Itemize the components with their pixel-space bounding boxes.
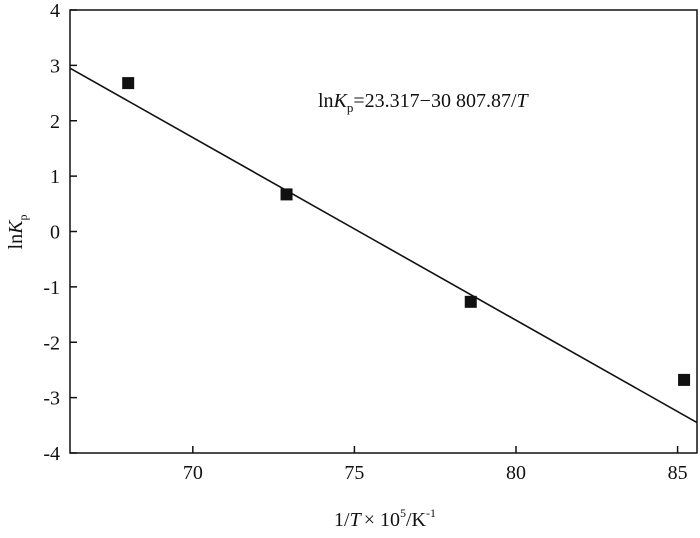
- x-axis-label: 1/T × 105/K-1: [334, 506, 436, 531]
- y-tick-label: -3: [43, 388, 60, 410]
- y-tick-label: 3: [50, 55, 60, 77]
- x-tick-label: 85: [668, 462, 688, 484]
- y-tick-label: -4: [43, 443, 60, 465]
- x-tick-label: 75: [344, 462, 364, 484]
- point: [464, 295, 477, 308]
- x-tick-label: 70: [183, 462, 203, 484]
- y-tick-label: 4: [50, 0, 60, 22]
- point: [280, 188, 293, 201]
- plot-frame: [69, 9, 698, 454]
- y-tick-label: 1: [50, 166, 60, 188]
- y-axis-label: lnKp: [5, 215, 30, 250]
- y-tick-label: -2: [43, 332, 60, 354]
- point: [122, 77, 135, 90]
- y-tick-label: 0: [50, 222, 60, 244]
- annotation: lnKp=23.317−30 807.87/T: [318, 90, 530, 115]
- fit-line: [69, 67, 698, 424]
- y-tick-label: 2: [50, 111, 60, 133]
- y-tick-label: -1: [43, 277, 60, 299]
- x-tick-label: 80: [506, 462, 526, 484]
- point: [678, 373, 691, 386]
